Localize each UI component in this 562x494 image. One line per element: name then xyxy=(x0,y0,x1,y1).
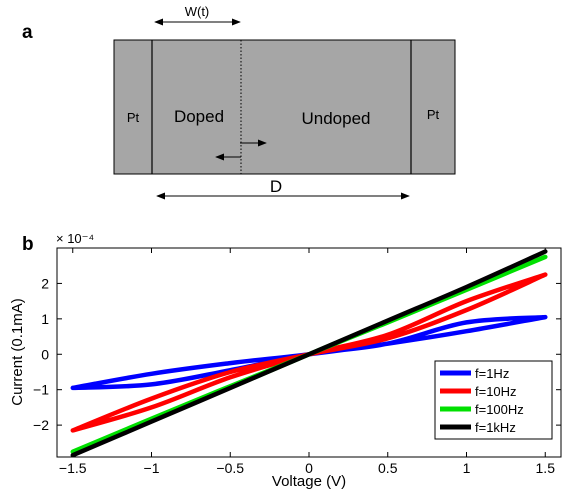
x-tick-label: −1 xyxy=(144,460,160,476)
legend-label-f-10hz: f=10Hz xyxy=(475,384,517,399)
x-axis: −1.5 −1 −0.5 0 0.5 1 1.5 xyxy=(59,248,555,476)
x-tick-label: 1 xyxy=(463,460,471,476)
legend: f=1Hz f=10Hz f=100Hz f=1kHz xyxy=(434,360,553,440)
series-f-1khz-loop xyxy=(70,249,548,458)
left-electrode-label: Pt xyxy=(127,110,140,125)
doped-region-label: Doped xyxy=(174,107,224,126)
x-tick-label: 0 xyxy=(305,460,313,476)
y-tick-label: −1 xyxy=(33,382,49,398)
x-tick-label: −1.5 xyxy=(59,460,87,476)
panel-b-label: b xyxy=(22,234,34,255)
y-axis: −2 −1 0 1 2 xyxy=(33,275,561,433)
y-tick-label: 2 xyxy=(41,275,49,291)
x-axis-label: Voltage (V) xyxy=(272,473,346,490)
width-label: W(t) xyxy=(185,4,210,19)
legend-label-f-100hz: f=100Hz xyxy=(475,402,524,417)
panel-a-label: a xyxy=(22,22,33,43)
x-tick-label: −0.5 xyxy=(216,460,244,476)
device-length-label: D xyxy=(270,177,282,196)
y-tick-label: −2 xyxy=(33,417,49,433)
y-tick-label: 0 xyxy=(41,346,49,362)
undoped-region-label: Undoped xyxy=(301,109,370,128)
iv-plot: −1.5 −1 −0.5 0 0.5 1 1.5 −2 −1 0 1 2 xyxy=(33,247,562,476)
right-electrode-label: Pt xyxy=(427,107,440,122)
y-exponent-label: × 10⁻⁴ xyxy=(56,231,94,246)
legend-label-f-1hz: f=1Hz xyxy=(475,366,509,381)
x-tick-label: 1.5 xyxy=(536,460,556,476)
legend-label-f-1khz: f=1kHz xyxy=(475,420,516,435)
curves xyxy=(70,249,548,458)
device-body xyxy=(113,39,456,175)
y-axis-label: Current (0.1mA) xyxy=(9,298,26,406)
x-tick-label: 0.5 xyxy=(378,460,398,476)
y-tick-label: 1 xyxy=(41,311,49,327)
